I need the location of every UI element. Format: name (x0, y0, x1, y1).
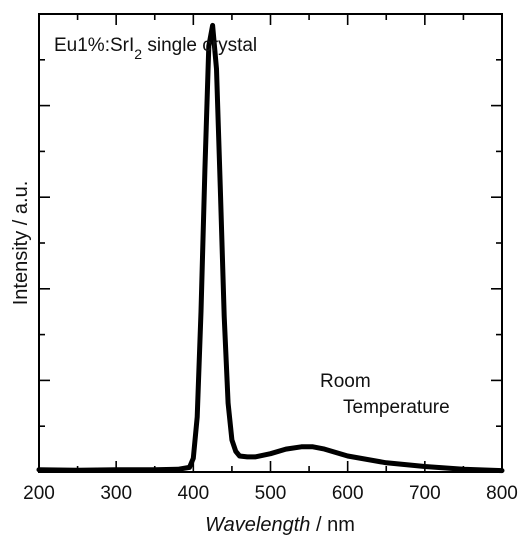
axis-ticks (39, 14, 502, 472)
x-tick-label: 500 (255, 483, 287, 504)
x-tick-label: 400 (177, 483, 209, 504)
x-tick-label: 200 (23, 483, 55, 504)
x-tick-labels: 200 300 400 500 600 700 800 (23, 483, 518, 504)
sample-annotation-main: Eu1%:SrI (54, 35, 134, 56)
x-tick-label: 800 (486, 483, 518, 504)
x-axis-title-italic: Wavelength (205, 514, 310, 536)
sample-annotation-tail: single crystal (142, 35, 257, 56)
condition-annotation-line2: Temperature (343, 397, 450, 418)
sample-annotation: Eu1%:SrI2 single crystal (54, 35, 257, 62)
x-tick-label: 300 (100, 483, 132, 504)
x-axis-title: Wavelength / nm (205, 514, 355, 536)
spectrum-line (36, 22, 505, 474)
sample-annotation-subscript: 2 (134, 46, 142, 62)
condition-annotation-line1: Room (320, 371, 371, 392)
y-axis-title: Intensity / a.u. (10, 181, 32, 306)
x-axis-title-unit: / nm (310, 514, 354, 536)
x-tick-label: 700 (409, 483, 441, 504)
x-tick-label: 600 (332, 483, 364, 504)
